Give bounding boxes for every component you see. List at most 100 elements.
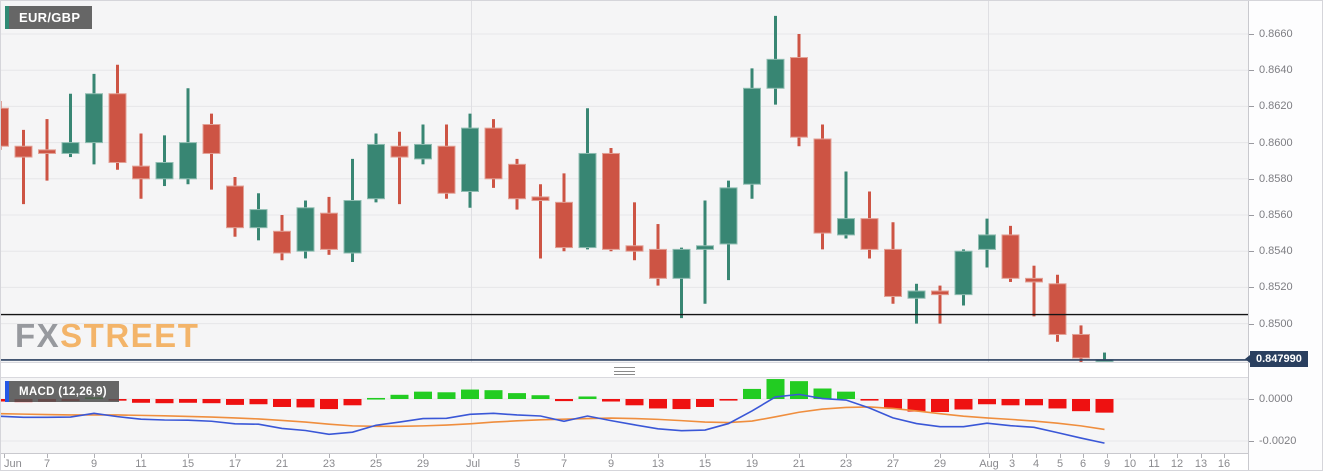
time-tick-label: 6 — [1079, 458, 1087, 470]
macd-histogram-bar — [531, 395, 550, 399]
candle-body — [649, 248, 667, 279]
time-tick-label: 16 — [1217, 458, 1231, 470]
candle-body — [461, 127, 479, 192]
time-tick-mark — [1154, 454, 1155, 458]
time-tick-mark — [1036, 454, 1037, 458]
macd-histogram-bar — [273, 399, 291, 407]
time-tick-mark — [846, 454, 847, 458]
time-tick-mark — [517, 454, 518, 458]
candle-body — [672, 248, 691, 279]
axis-tick-mark — [1249, 399, 1254, 400]
macd-histogram-bar — [1025, 399, 1043, 406]
time-tick-mark — [1107, 454, 1108, 458]
candle-body — [555, 201, 573, 249]
candle-body — [602, 152, 620, 250]
macd-histogram-bar — [649, 399, 667, 409]
candle-body — [860, 218, 879, 250]
time-tick-mark — [1083, 454, 1084, 458]
time-tick-label: 11 — [135, 458, 147, 470]
candle-body — [38, 149, 56, 154]
time-tick-mark — [141, 454, 142, 458]
candle-body — [1025, 277, 1043, 283]
axis-tick-mark — [1249, 70, 1254, 72]
fxstreet-watermark: FXSTREET — [15, 317, 199, 355]
time-tick-mark — [423, 454, 424, 458]
time-tick-mark — [1224, 454, 1225, 458]
time-tick-label: 11 — [1148, 458, 1160, 470]
candle-body — [813, 138, 832, 234]
candle-body — [1, 107, 9, 147]
price-tick-label: 0.8660 — [1259, 28, 1293, 40]
candle-body — [907, 290, 926, 299]
time-tick-label: 7 — [560, 458, 568, 470]
candle-body — [85, 93, 103, 144]
price-tick-label: 0.8640 — [1259, 64, 1293, 77]
time-tick-label: 27 — [886, 458, 900, 470]
time-tick-mark — [752, 454, 753, 458]
time-tick-label: 5 — [1056, 458, 1064, 470]
axis-tick-mark — [1249, 441, 1254, 442]
watermark-fx: FX — [15, 317, 61, 354]
macd-histogram-bar — [461, 389, 479, 399]
macd-histogram-bar — [578, 396, 597, 399]
symbol-badge: EUR/GBP — [5, 6, 93, 29]
candle-body — [14, 145, 33, 158]
time-tick-label: 9 — [1103, 458, 1111, 470]
time-tick-label: 25 — [369, 458, 383, 470]
price-tick-label: 0.8540 — [1259, 245, 1293, 258]
candle-body — [202, 124, 221, 154]
macd-histogram-bar — [437, 392, 456, 399]
macd-histogram-bar — [414, 391, 432, 399]
candle-body — [931, 290, 949, 296]
symbol-accent-bar — [5, 6, 9, 29]
macd-histogram-bar — [508, 393, 526, 399]
time-tick-mark — [611, 454, 612, 458]
macd-histogram-bar — [555, 399, 573, 402]
time-tick-label: 29 — [416, 458, 430, 470]
time-tick-label: Aug — [979, 458, 999, 470]
time-tick-label: 21 — [275, 458, 289, 470]
time-tick-mark — [329, 454, 330, 458]
time-tick-mark — [94, 454, 95, 458]
macd-histogram-bar — [1095, 399, 1114, 413]
time-tick-label: 13 — [1194, 458, 1208, 470]
price-tick-label: 0.8500 — [1259, 317, 1293, 330]
candle-body — [320, 212, 338, 250]
time-tick-label: 15 — [698, 458, 712, 470]
candle-body — [437, 145, 456, 194]
price-axis-panel[interactable]: 0.847990 0.8660 0.8640 0.8620 0.8600 0.8580 0… — [1245, 1, 1322, 470]
time-tick-label: 9 — [607, 458, 615, 470]
time-tick-label: 23 — [322, 458, 336, 470]
time-tick-mark — [658, 454, 659, 458]
time-tick-label: 3 — [1008, 458, 1016, 470]
candle-body — [790, 57, 808, 138]
symbol-label: EUR/GBP — [9, 6, 93, 29]
macd-histogram-bar — [743, 388, 761, 399]
candle-body — [108, 93, 127, 164]
macd-histogram-bar — [860, 399, 879, 401]
candle-body — [696, 245, 714, 250]
time-tick-label: Jun — [4, 458, 22, 470]
candle-body — [155, 162, 174, 180]
macd-histogram-bar — [367, 397, 385, 400]
panel-resize-handle[interactable] — [614, 367, 635, 375]
candle-body — [1072, 333, 1090, 359]
candle-body — [508, 163, 526, 200]
candle-body — [484, 127, 503, 180]
macd-histogram-bar — [202, 399, 221, 404]
time-tick-label: 29 — [933, 458, 947, 470]
candle-body — [390, 145, 409, 158]
time-axis[interactable]: Jun 7 9 11 15 17 21 23 25 29 Jul 5 7 9 13 15 19 21 23 27 29 A… — [1, 453, 1248, 470]
time-tick-mark — [235, 454, 236, 458]
macd-signal-line — [1, 406, 1105, 431]
macd-main-line — [1, 393, 1105, 444]
macd-histogram-bar — [1001, 399, 1020, 406]
candle-body — [837, 218, 855, 236]
macd-accent-bar — [5, 381, 9, 402]
candle-body — [578, 152, 597, 249]
macd-histogram-bar — [155, 399, 174, 404]
time-tick-mark — [564, 454, 565, 458]
macd-histogram-bar — [954, 399, 973, 410]
time-tick-label: 9 — [90, 458, 98, 470]
